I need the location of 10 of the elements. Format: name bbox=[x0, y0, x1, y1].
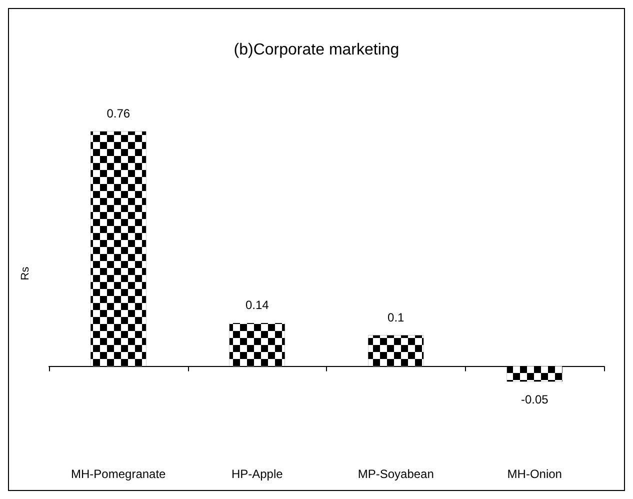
data-label: 0.1 bbox=[388, 310, 405, 324]
chart-title: (b)Corporate marketing bbox=[234, 42, 400, 58]
x-tick-label: MP-Soyabean bbox=[358, 467, 434, 481]
data-label: 0.76 bbox=[106, 106, 130, 120]
x-tick-label: HP-Apple bbox=[231, 467, 284, 481]
data-label: -0.05 bbox=[520, 392, 549, 407]
y-axis-title: Rs bbox=[20, 266, 32, 280]
data-label: 0.14 bbox=[245, 298, 270, 312]
x-tick-label: MH-Onion bbox=[507, 467, 562, 481]
x-tick-label: MH-Pomegranate bbox=[71, 467, 166, 481]
